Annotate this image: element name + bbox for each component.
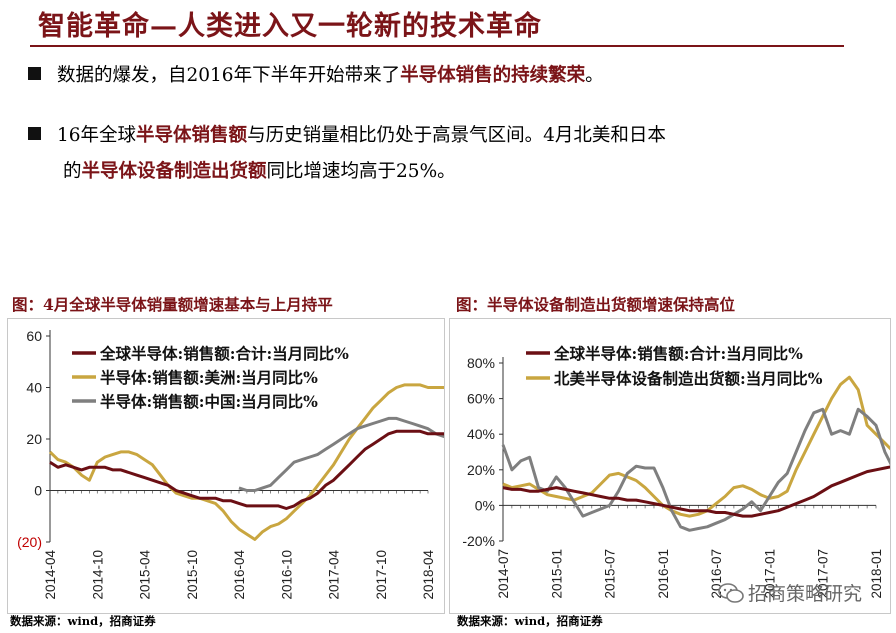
y-tick-label: 0% — [475, 497, 495, 513]
x-tick-label: 2014-07 — [496, 549, 511, 599]
legend-label: 全球半导体:销售额:合计:当月同比% — [553, 344, 803, 363]
bullet-2-pre: 16年全球 — [57, 125, 137, 146]
x-tick-label: 2014-10 — [90, 550, 105, 600]
bullet-square-icon — [28, 67, 41, 80]
chart-1-caption: 图：4月全球半导体销量额增速基本与上月持平 — [12, 295, 333, 314]
chart-2-svg: 80% 60% 40% 20% 0% -20%2014-07 2015-01 2015-07 2… — [462, 344, 890, 599]
wechat-icon — [718, 583, 744, 603]
chart-1-svg: 60 40 20 0 (20)2014-04 2014-10 2015-04 2015-10 2… — [17, 328, 444, 600]
bullet-2b-pre: 的 — [63, 161, 82, 182]
x-tick-label: 2015-10 — [185, 550, 200, 600]
legend-label: 半导体:销售额:美洲:当月同比% — [100, 368, 318, 387]
x-tick-label: 2018-04 — [421, 550, 436, 600]
series-line-2 — [501, 407, 890, 532]
chart-1-series — [48, 383, 444, 541]
x-tick-label: 2014-04 — [43, 550, 58, 600]
x-tick-label: 2017-10 — [374, 550, 389, 600]
bullet-1: 数据的爆发，自2016年下半年开始带来了半导体销售的持续繁荣。 — [28, 61, 604, 91]
x-tick-label: 2017-07 — [816, 549, 831, 599]
y-tick-label: 20% — [467, 462, 495, 478]
x-tick-label: 2015-04 — [138, 550, 153, 600]
x-tick-label: 2016-10 — [279, 550, 294, 600]
legend-label: 北美半导体设备制造出货额:当月同比% — [554, 369, 823, 388]
chart-2-caption: 图：半导体设备制造出货额增速保持高位 — [456, 295, 736, 314]
bullet-2b-post: 同比增速均高于25%。 — [266, 161, 456, 182]
chart-1-axes: 60 40 20 0 (20)2014-04 2014-10 2015-04 2015-10 2… — [17, 328, 436, 600]
chart-2-axes: 80% 60% 40% 20% 0% -20%2014-07 2015-01 2015-07 2… — [462, 355, 884, 599]
watermark-text: 招商策略研究 — [748, 583, 863, 605]
chart-2-frame: 80% 60% 40% 20% 0% -20% 2014-07 2015-01 2015-07 2… — [449, 318, 891, 614]
bullet-2: 16年全球半导体销售额与历史销量相比仍处于高景气区间。4月北美和日本 — [28, 121, 666, 151]
y-tick-label: 40 — [26, 380, 42, 396]
chart-2-series — [501, 375, 890, 532]
y-tick-label: 20 — [26, 431, 42, 447]
series-line-1 — [48, 383, 444, 541]
x-tick-label: 2015-01 — [549, 549, 564, 599]
bullet-2-highlight: 半导体销售额 — [136, 125, 248, 146]
y-tick-label: 80% — [467, 355, 495, 371]
watermark: 招商策略研究 — [718, 579, 868, 609]
series-line-1 — [502, 375, 890, 518]
x-tick-label: 2017-04 — [327, 550, 342, 600]
chart-1-source: 数据来源：wind，招商证券 — [10, 614, 156, 628]
page-title: 智能革命—人类进入又一轮新的技术革命 — [38, 11, 542, 42]
chart-1-legend: 全球半导体:销售额:合计:当月同比% 半导体:销售额:美洲:当月同比% 半导体:销售… — [72, 344, 349, 411]
x-tick-label: 2018-01 — [869, 549, 884, 599]
bullet-1-post: 。 — [585, 65, 604, 86]
series-line-0 — [502, 465, 890, 518]
y-tick-label: (20) — [17, 534, 42, 550]
chart-2-legend: 全球半导体:销售额:合计:当月同比% 北美半导体设备制造出货额:当月同比% — [526, 344, 823, 388]
bullet-1-pre: 数据的爆发，自2016年下半年开始带来了 — [57, 65, 401, 86]
bullet-2-mid: 与历史销量相比仍处于高景气区间。4月北美和日本 — [247, 125, 666, 146]
y-tick-label: 60 — [26, 328, 42, 344]
y-tick-label: 0 — [34, 483, 42, 499]
bullet-1-highlight: 半导体销售的持续繁荣 — [400, 65, 586, 86]
x-tick-label: 2016-01 — [656, 549, 671, 599]
bullet-square-icon — [28, 127, 41, 140]
series-line-2 — [238, 416, 444, 492]
chart-2-source: 数据来源：wind，招商证券 — [457, 614, 603, 628]
y-tick-label: 60% — [467, 391, 495, 407]
x-tick-label: 2015-07 — [603, 549, 618, 599]
legend-label: 全球半导体:销售额:合计:当月同比% — [99, 344, 349, 363]
title-rule — [30, 45, 844, 47]
series-line-0 — [49, 429, 444, 510]
y-tick-label: -20% — [462, 533, 495, 549]
chart-1-frame: 60 40 20 0 (20) 2014-04 2014-10 2015-04 2015-10 2… — [7, 318, 445, 614]
bullet-2-continued: 的半导体设备制造出货额同比增速均高于25%。 — [63, 157, 456, 187]
legend-label: 半导体:销售额:中国:当月同比% — [100, 392, 318, 411]
bullet-2b-highlight: 半导体设备制造出货额 — [81, 161, 267, 182]
y-tick-label: 40% — [467, 426, 495, 442]
x-tick-label: 2017-01 — [762, 549, 777, 599]
x-tick-label: 2016-04 — [232, 550, 247, 600]
